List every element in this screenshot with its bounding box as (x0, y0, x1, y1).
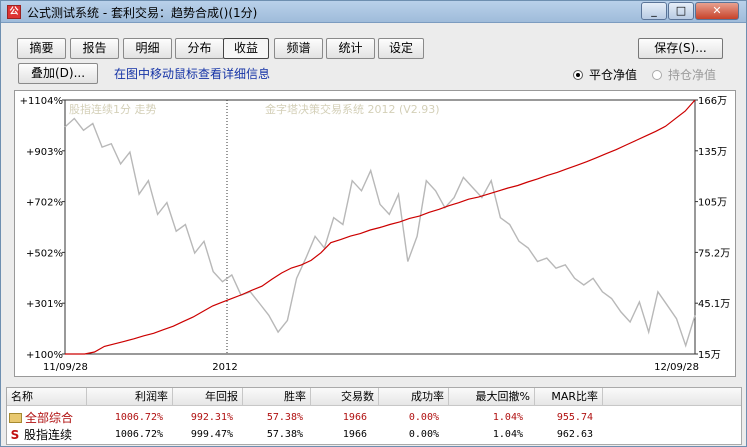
col-header-annual-return[interactable]: 年回报 (173, 388, 243, 406)
cell-max-drawdown: 1.04% (492, 429, 523, 440)
results-table: 名称 利润率 年回报 胜率 交易数 成功率 最大回撤% MAR比率 全部综合 1… (6, 387, 742, 445)
close-button[interactable]: ✕ (695, 2, 739, 20)
app-logo-icon: 公 (7, 5, 21, 19)
series-s-icon: S (10, 428, 20, 442)
x-axis-tick-label: 11/09/28 (43, 362, 88, 373)
radio-unchecked-icon (652, 70, 662, 80)
cell-success-rate: 0.00% (408, 429, 439, 440)
col-header-mar-ratio[interactable]: MAR比率 (535, 388, 603, 406)
cell-annual-return: 999.47% (190, 429, 233, 440)
tab-settings[interactable]: 设定 (378, 38, 424, 59)
equity-series-line (65, 99, 696, 355)
cell-win-rate: 57.38% (266, 412, 303, 423)
right-axis-tick-label: 15万 (698, 350, 721, 361)
overlay-button[interactable]: 叠加(D)... (18, 63, 98, 84)
cell-win-rate: 57.38% (266, 429, 303, 440)
right-axis-tick-label: 166万 (698, 96, 727, 107)
col-header-win-rate[interactable]: 胜率 (243, 388, 311, 406)
col-header-success-rate[interactable]: 成功率 (379, 388, 449, 406)
cell-mar-ratio: 955.74 (556, 412, 593, 423)
cell-trade-count: 1966 (342, 429, 367, 440)
minimize-icon: _ (651, 4, 657, 17)
x-axis-tick-label: 12/09/28 (654, 362, 699, 373)
tab-details[interactable]: 明细 (123, 38, 172, 59)
tab-report[interactable]: 报告 (70, 38, 119, 59)
maximize-button[interactable]: □ (668, 2, 694, 20)
right-axis-tick-label: 135万 (698, 147, 727, 158)
save-button[interactable]: 保存(S)... (638, 38, 723, 59)
col-header-filler (603, 388, 741, 406)
cell-max-drawdown: 1.04% (492, 412, 523, 423)
cell-profit-rate: 1006.72% (114, 429, 163, 440)
row-name-label: 全部综合 (25, 411, 74, 425)
row-name: S 股指连续 (9, 426, 72, 443)
left-axis-tick-label: +1104% (20, 96, 63, 107)
left-axis-tick-label: +903% (26, 147, 63, 158)
title-bar[interactable]: 公 公式测试系统 - 套利交易：趋势合成()(1分) _ □ ✕ (1, 1, 746, 23)
tab-spectrum[interactable]: 频谱 (274, 38, 323, 59)
col-header-trade-count[interactable]: 交易数 (311, 388, 379, 406)
returns-chart[interactable]: +1104% +903% +702% +502% +301% +100% 166万 135万 1… (14, 90, 736, 377)
col-header-profit-rate[interactable]: 利润率 (87, 388, 173, 406)
right-axis-tick-label: 105万 (698, 198, 727, 209)
tab-distribution[interactable]: 分布 (175, 38, 224, 59)
maximize-icon: □ (675, 4, 687, 17)
left-axis-tick-label: +100% (26, 350, 63, 361)
folder-icon (9, 413, 22, 423)
right-axis-tick-label: 75.2万 (698, 248, 730, 259)
left-axis-tick-label: +301% (26, 299, 63, 310)
x-axis-tick-label: 2012 (212, 362, 237, 373)
tab-statistics[interactable]: 统计 (326, 38, 375, 59)
tab-returns[interactable]: 收益 (223, 38, 269, 59)
cell-success-rate: 0.00% (408, 412, 439, 423)
right-axis-tick-label: 45.1万 (698, 299, 730, 310)
watermark-symbol: 股指连续1分 走势 (69, 102, 157, 116)
radio-position-equity-label: 持仓净值 (668, 68, 717, 82)
radio-close-equity-label: 平仓净值 (589, 68, 638, 82)
radio-close-equity[interactable]: 平仓净值 (573, 66, 637, 83)
col-header-max-drawdown[interactable]: 最大回撤% (449, 388, 535, 406)
cell-mar-ratio: 962.63 (556, 429, 593, 440)
chart-canvas[interactable]: +1104% +903% +702% +502% +301% +100% 166万 135万 1… (15, 91, 737, 378)
watermark-system: 金字塔决策交易系统 2012 (V2.93) (265, 102, 440, 116)
row-name: 全部综合 (9, 409, 73, 426)
minimize-button[interactable]: _ (641, 2, 667, 20)
window-title: 公式测试系统 - 套利交易：趋势合成()(1分) (27, 6, 258, 20)
radio-position-equity[interactable]: 持仓净值 (652, 66, 716, 83)
cell-annual-return: 992.31% (190, 412, 233, 423)
price-series-line (64, 117, 696, 348)
left-axis-tick-label: +702% (26, 198, 63, 209)
close-icon: ✕ (712, 4, 722, 17)
cell-trade-count: 1966 (342, 412, 367, 423)
row-name-label: 股指连续 (24, 428, 73, 442)
cell-profit-rate: 1006.72% (114, 412, 163, 423)
radio-checked-icon (573, 70, 583, 80)
tab-summary[interactable]: 摘要 (17, 38, 66, 59)
hint-text: 在图中移动鼠标查看详细信息 (114, 67, 271, 81)
col-header-name[interactable]: 名称 (7, 388, 87, 406)
left-axis-tick-label: +502% (26, 248, 63, 259)
